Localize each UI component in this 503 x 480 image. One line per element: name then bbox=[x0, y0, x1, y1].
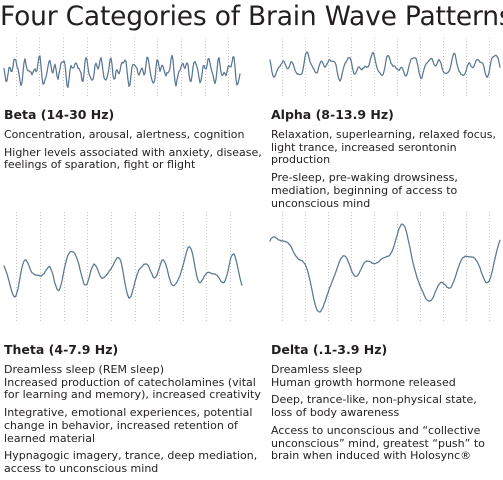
theta-description: Dreamless sleep (REM sleep) Increased pr… bbox=[4, 363, 264, 476]
delta-waveform bbox=[269, 212, 501, 322]
alpha-description: Relaxation, superlearning, relaxed focus… bbox=[271, 128, 501, 210]
delta-text-2: Human growth hormone released bbox=[271, 375, 456, 389]
alpha-waveform bbox=[269, 38, 501, 98]
beta-description: Concentration, arousal, alertness, cogni… bbox=[4, 128, 266, 172]
theta-text-1: Dreamless sleep (REM sleep) bbox=[4, 363, 165, 376]
theta-text-4: Hypnagogic imagery, trance, deep mediati… bbox=[4, 449, 258, 475]
delta-text-3: Deep, trance-like, non-physical state, l… bbox=[271, 393, 477, 420]
theta-text-2: Increased production of catecholamines (… bbox=[4, 375, 261, 402]
theta-heading: Theta (4-7.9 Hz) bbox=[4, 342, 119, 357]
delta-text-4: Access to unconscious and “collective un… bbox=[271, 423, 485, 463]
theta-trace bbox=[3, 246, 243, 299]
alpha-text-1: Relaxation, superlearning, relaxed focus… bbox=[271, 128, 496, 167]
beta-text-1: Concentration, arousal, alertness, cogni… bbox=[4, 128, 245, 141]
beta-heading: Beta (14-30 Hz) bbox=[4, 107, 115, 122]
beta-text-2: Higher levels associated with anxiety, d… bbox=[4, 145, 262, 172]
alpha-trace bbox=[269, 51, 501, 82]
theta-waveform bbox=[3, 212, 243, 322]
delta-heading: Delta (.1-3.9 Hz) bbox=[271, 342, 388, 357]
page-title: Four Categories of Brain Wave Patterns bbox=[0, 1, 503, 32]
beta-waveform bbox=[3, 38, 241, 98]
delta-text-1: Dreamless sleep bbox=[271, 363, 363, 376]
theta-text-3: Integrative, emotional experiences, pote… bbox=[4, 406, 253, 445]
alpha-heading: Alpha (8-13.9 Hz) bbox=[271, 107, 394, 122]
delta-trace bbox=[269, 223, 501, 313]
delta-description: Dreamless sleep Human growth hormone rel… bbox=[271, 363, 501, 463]
alpha-text-2: Pre-sleep, pre-waking drowsiness, mediat… bbox=[271, 171, 458, 210]
beta-trace bbox=[3, 54, 241, 88]
